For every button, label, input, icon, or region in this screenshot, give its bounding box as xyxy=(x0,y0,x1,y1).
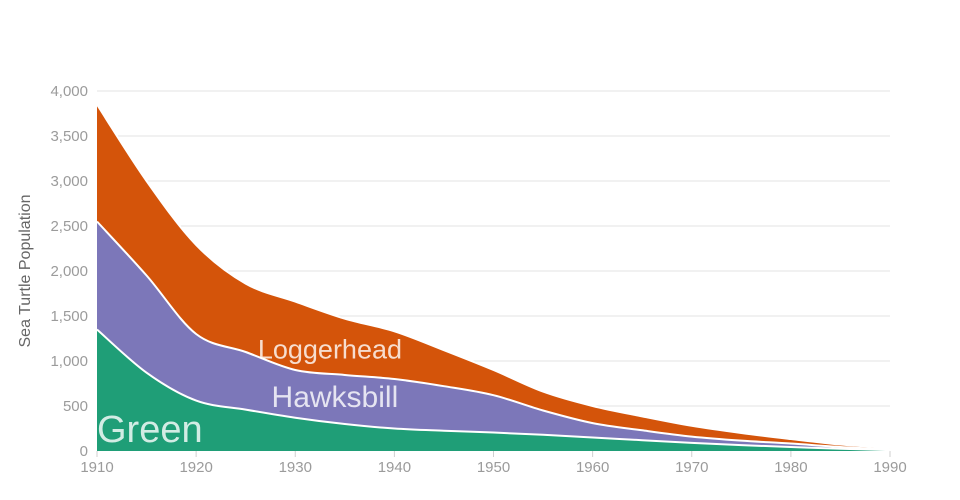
y-tick-label: 500 xyxy=(63,398,88,415)
area-edge-loggerhead xyxy=(96,103,891,450)
x-tick-label: 1930 xyxy=(279,459,312,476)
y-tick-label: 3,000 xyxy=(50,173,88,190)
series-label-loggerhead: Loggerhead xyxy=(258,334,402,364)
y-tick-label: 2,000 xyxy=(50,263,88,280)
y-tick-label: 1,000 xyxy=(50,353,88,370)
area-edge-hawksbill xyxy=(96,220,891,451)
y-tick-label: 4,000 xyxy=(50,83,88,100)
area-hawksbill xyxy=(97,221,890,451)
area-green xyxy=(97,329,890,451)
x-tick-label: 1910 xyxy=(80,459,113,476)
y-tick-label: 2,500 xyxy=(50,218,88,235)
area-edge-green xyxy=(96,328,891,452)
y-tick-label: 1,500 xyxy=(50,308,88,325)
y-axis-title: Sea Turtle Population xyxy=(17,195,34,348)
x-tick-label: 1940 xyxy=(378,459,411,476)
series-label-green: Green xyxy=(97,409,203,451)
series-label-hawksbill: Hawksbill xyxy=(272,381,399,414)
area-loggerhead xyxy=(97,104,890,451)
x-tick-label: 1960 xyxy=(576,459,609,476)
x-tick-label: 1990 xyxy=(873,459,906,476)
x-tick-label: 1920 xyxy=(179,459,212,476)
y-tick-label: 0 xyxy=(80,443,88,460)
y-tick-label: 3,500 xyxy=(50,128,88,145)
x-tick-label: 1950 xyxy=(477,459,510,476)
x-tick-label: 1980 xyxy=(774,459,807,476)
x-tick-label: 1970 xyxy=(675,459,708,476)
